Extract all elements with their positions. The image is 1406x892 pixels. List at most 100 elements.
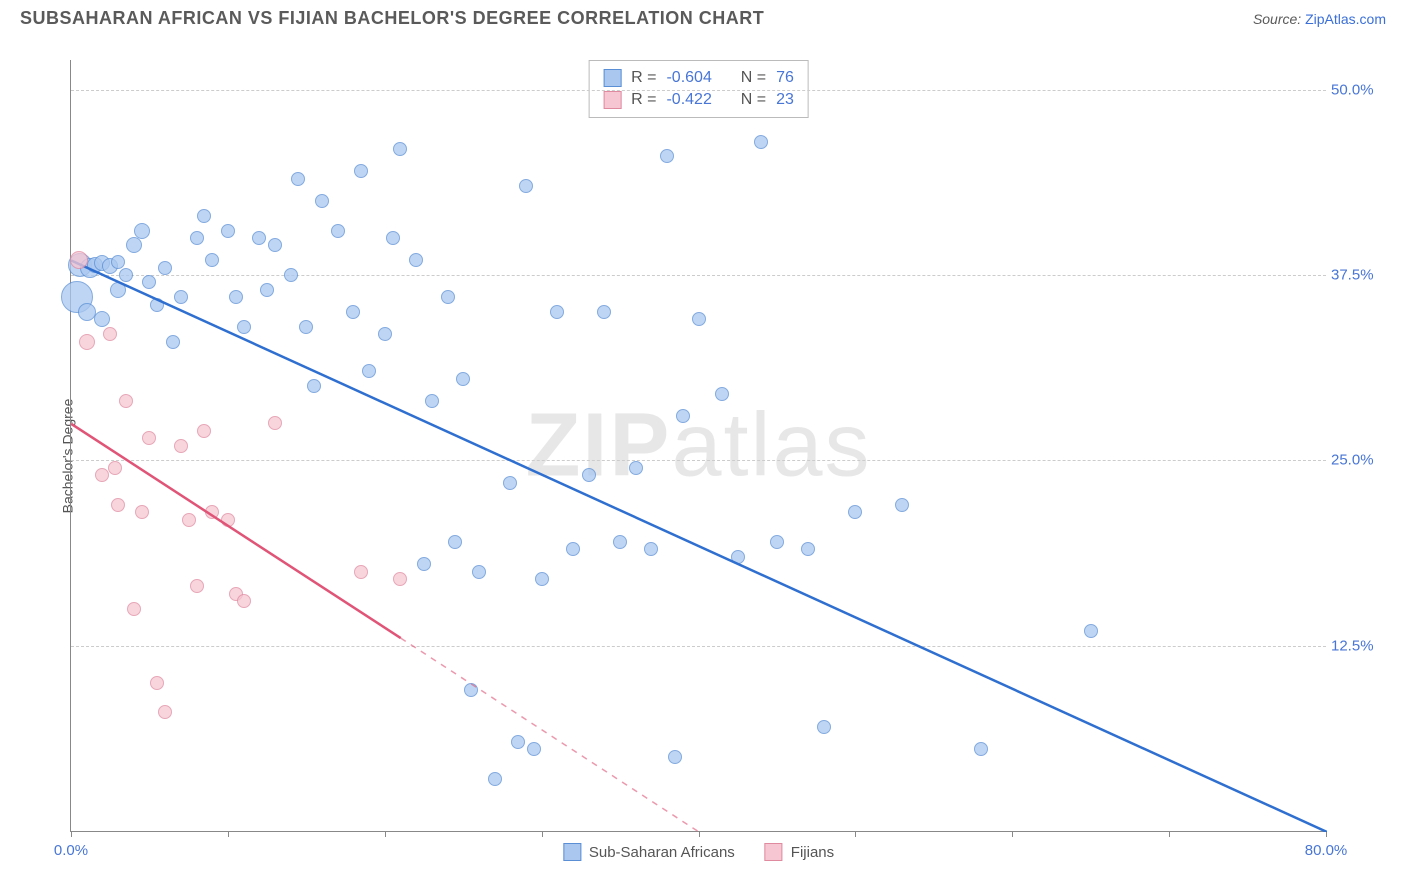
data-point: [237, 320, 251, 334]
data-point: [456, 372, 470, 386]
stats-row: R = -0.604 N = 76: [603, 67, 794, 89]
data-point: [511, 735, 525, 749]
data-point: [142, 275, 156, 289]
data-point: [166, 335, 180, 349]
watermark: ZIPatlas: [525, 394, 871, 497]
data-point: [315, 194, 329, 208]
data-point: [715, 387, 729, 401]
chart-area: Bachelor's Degree ZIPatlas R =-0.604 N =…: [20, 40, 1386, 872]
data-point: [268, 416, 282, 430]
data-point: [110, 282, 126, 298]
regression-line: [71, 60, 1327, 832]
regression-line: [71, 60, 1327, 832]
data-point: [731, 550, 745, 564]
data-point: [527, 742, 541, 756]
legend-label: Sub-Saharan Africans: [589, 844, 735, 861]
y-tick-label: 25.0%: [1331, 452, 1381, 469]
n-value: 76: [776, 69, 794, 87]
data-point: [354, 565, 368, 579]
data-point: [817, 720, 831, 734]
data-point: [111, 255, 125, 269]
data-point: [158, 705, 172, 719]
data-point: [95, 468, 109, 482]
legend-swatch: [765, 843, 783, 861]
data-point: [692, 312, 706, 326]
data-point: [974, 742, 988, 756]
data-point: [119, 268, 133, 282]
data-point: [111, 498, 125, 512]
data-point: [284, 268, 298, 282]
n-value: 23: [776, 91, 794, 109]
x-tick: [1169, 831, 1170, 837]
data-point: [158, 261, 172, 275]
data-point: [550, 305, 564, 319]
data-point: [425, 394, 439, 408]
data-point: [362, 364, 376, 378]
data-point: [197, 209, 211, 223]
data-point: [127, 602, 141, 616]
data-point: [126, 237, 142, 253]
stats-row: R =-0.422 N =23: [603, 89, 794, 111]
data-point: [668, 750, 682, 764]
data-point: [644, 542, 658, 556]
data-point: [291, 172, 305, 186]
data-point: [472, 565, 486, 579]
y-tick-label: 50.0%: [1331, 81, 1381, 98]
data-point: [354, 164, 368, 178]
series-legend: Sub-Saharan Africans Fijians: [563, 843, 834, 861]
source-attribution: Source: ZipAtlas.com: [1253, 11, 1386, 27]
x-tick-label: 80.0%: [1305, 842, 1348, 859]
data-point: [613, 535, 627, 549]
data-point: [848, 505, 862, 519]
legend-label: Fijians: [791, 844, 834, 861]
x-tick: [1326, 831, 1327, 837]
data-point: [895, 498, 909, 512]
x-tick: [71, 831, 72, 837]
data-point: [566, 542, 580, 556]
data-point: [221, 224, 235, 238]
data-point: [535, 572, 549, 586]
data-point: [190, 231, 204, 245]
data-point: [519, 179, 533, 193]
data-point: [205, 253, 219, 267]
r-label: R =: [631, 69, 656, 87]
watermark-rest: atlas: [671, 395, 871, 495]
x-tick: [1012, 831, 1013, 837]
data-point: [150, 298, 164, 312]
n-label: N =: [741, 69, 766, 87]
data-point: [464, 683, 478, 697]
x-tick: [542, 831, 543, 837]
chart-header: SUBSAHARAN AFRICAN VS FIJIAN BACHELOR'S …: [0, 0, 1406, 33]
y-tick-label: 12.5%: [1331, 637, 1381, 654]
source-link[interactable]: ZipAtlas.com: [1305, 11, 1386, 27]
x-tick: [228, 831, 229, 837]
data-point: [221, 513, 235, 527]
data-point: [260, 283, 274, 297]
data-point: [1084, 624, 1098, 638]
r-value: -0.604: [666, 69, 711, 87]
data-point: [801, 542, 815, 556]
source-label: Source:: [1253, 11, 1301, 27]
data-point: [79, 334, 95, 350]
data-point: [582, 468, 596, 482]
data-point: [597, 305, 611, 319]
data-point: [103, 327, 117, 341]
data-point: [393, 142, 407, 156]
gridline: [71, 275, 1326, 276]
watermark-bold: ZIP: [525, 395, 671, 495]
data-point: [142, 431, 156, 445]
data-point: [174, 290, 188, 304]
data-point: [770, 535, 784, 549]
data-point: [78, 303, 96, 321]
data-point: [70, 251, 88, 269]
r-value: -0.422: [666, 91, 711, 109]
data-point: [676, 409, 690, 423]
data-point: [119, 394, 133, 408]
data-point: [386, 231, 400, 245]
data-point: [409, 253, 423, 267]
data-point: [299, 320, 313, 334]
data-point: [135, 505, 149, 519]
legend-swatch: [563, 843, 581, 861]
n-label: N =: [741, 91, 766, 109]
legend-item: Fijians: [765, 843, 834, 861]
